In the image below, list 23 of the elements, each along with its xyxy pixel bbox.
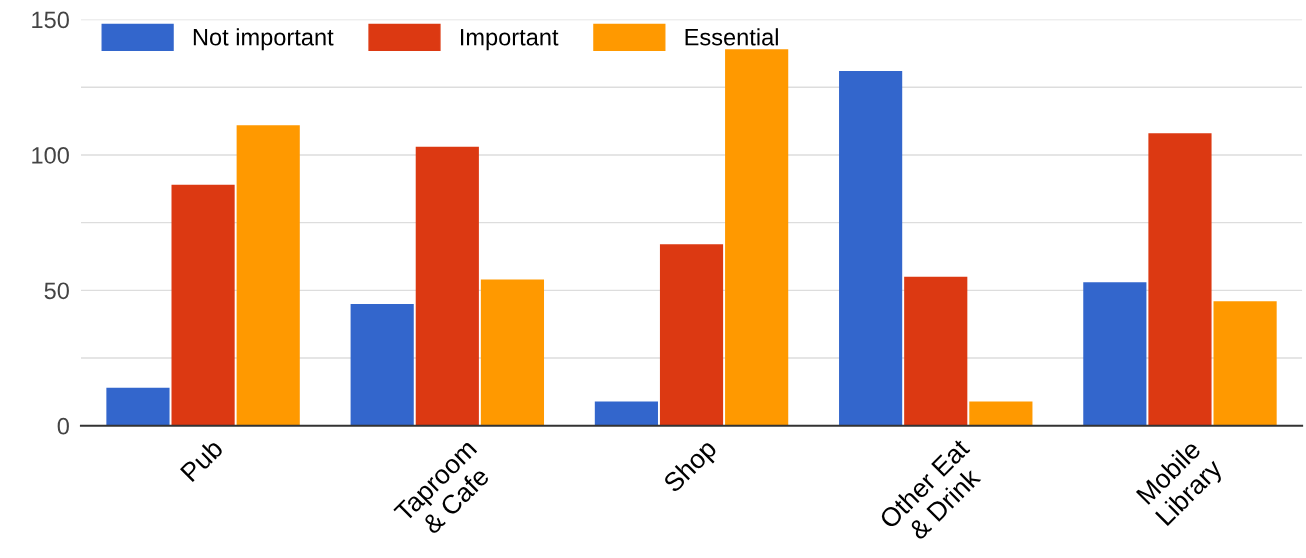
y-tick-label: 50	[44, 282, 69, 300]
legend-label: Important	[460, 29, 559, 51]
bar	[725, 49, 789, 426]
bar	[659, 244, 724, 426]
x-tick-label: Pub	[179, 437, 224, 483]
bar	[171, 184, 235, 426]
bar	[904, 276, 968, 426]
bar	[969, 401, 1033, 426]
y-tick-label: 100	[32, 147, 69, 164]
bar	[594, 401, 658, 426]
bar	[415, 146, 479, 426]
bar	[106, 387, 170, 426]
bar	[236, 125, 300, 426]
legend-label: Essential	[685, 28, 778, 46]
bar	[839, 70, 903, 426]
y-tick-label: 0	[57, 417, 69, 435]
bar	[350, 303, 414, 426]
bar	[1213, 301, 1277, 426]
legend-label: Not important	[193, 28, 334, 51]
bar	[480, 279, 545, 426]
bar	[1083, 282, 1147, 426]
y-tick-label: 150	[32, 11, 69, 29]
bar	[1148, 133, 1212, 426]
